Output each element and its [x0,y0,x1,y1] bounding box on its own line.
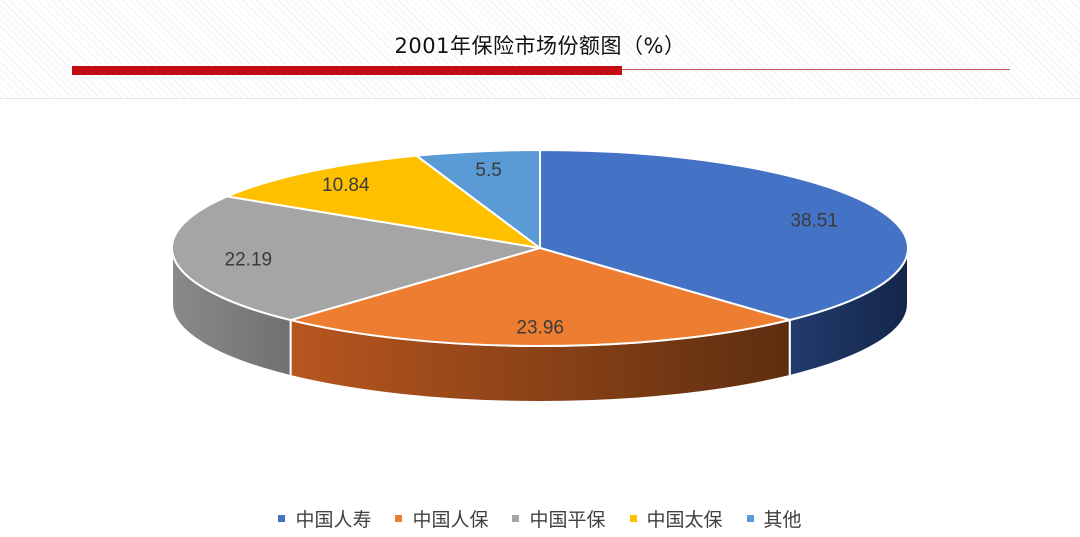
pie-slice-4 [226,154,541,249]
legend-swatch-1 [278,515,286,522]
legend-item-3: 中国平保 [512,505,606,532]
pie-slice-1 [539,149,909,321]
chart-legend: 中国人寿 中国人保 中国平保 中国太保 其他 [0,505,1080,532]
legend-item-1: 中国人寿 [278,505,371,532]
legend-item-5: 其他 [746,505,802,532]
legend-label-3: 中国平保 [529,509,606,531]
title-underline-line [622,69,1010,70]
data-label-3: 22.19 [225,250,273,271]
legend-label-5: 其他 [763,509,802,531]
pie-slice-3 [171,195,541,322]
legend-item-2: 中国人保 [395,505,488,532]
page-title: 2001年保险市场份额图（%） [394,34,686,58]
legend-label-4: 中国太保 [646,509,723,531]
pie-slice-2 [289,247,791,347]
data-label-2: 23.96 [516,317,564,338]
data-label-1: 38.51 [790,210,838,231]
title-underline-bar [72,66,622,75]
legend-label-2: 中国人保 [412,509,489,531]
legend-swatch-5 [746,515,754,522]
legend-swatch-4 [629,515,637,522]
legend-item-4: 中国太保 [629,505,723,532]
data-label-4: 10.84 [322,175,370,196]
data-label-5: 5.5 [475,160,501,181]
legend-swatch-2 [395,515,403,522]
legend-label-1: 中国人寿 [295,509,372,531]
legend-swatch-3 [512,515,520,522]
pie-slice-5 [415,149,541,249]
